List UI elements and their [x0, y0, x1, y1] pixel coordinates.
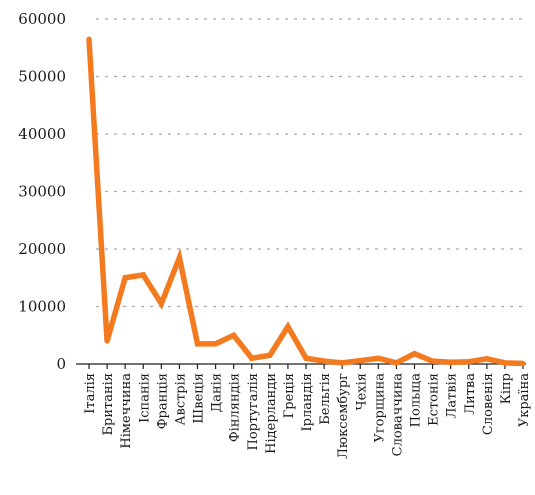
data-point: [375, 355, 381, 361]
series-layer: [86, 36, 526, 367]
data-point: [249, 355, 255, 361]
x-tick-label: Кіпр: [499, 373, 514, 404]
data-point: [484, 356, 490, 362]
x-tick-label: Італія: [83, 373, 98, 414]
data-point: [466, 359, 472, 365]
x-tick-label: Британія: [101, 373, 116, 436]
data-point: [502, 360, 508, 366]
data-point: [411, 351, 418, 357]
x-tick-label: Чехія: [354, 373, 369, 410]
data-point: [357, 357, 363, 364]
x-tick-label: Греція: [282, 373, 297, 418]
data-point: [303, 355, 309, 361]
y-tick-label: 0: [56, 355, 66, 373]
data-point: [140, 272, 146, 278]
data-point: [158, 301, 164, 307]
data-point: [86, 36, 92, 42]
x-tick-label: Франція: [155, 373, 170, 429]
data-point: [429, 358, 436, 364]
data-point: [231, 332, 237, 338]
x-tick-label: Литва: [463, 373, 478, 415]
x-tick-label: Угорщина: [372, 373, 387, 443]
x-tick-label: Німеччина: [119, 373, 134, 449]
x-tick-label: Естонія: [427, 373, 442, 426]
data-point: [104, 338, 110, 344]
x-tick-label: Словенія: [481, 373, 496, 435]
y-tick-labels: 0 10000 20000 30000 40000 50000 60000: [18, 10, 66, 373]
y-tick-label: 50000: [18, 68, 66, 86]
x-tick-label: Нідерланди: [264, 373, 279, 454]
x-tick-label: Данія: [210, 373, 225, 412]
x-tick-label: Австрія: [173, 373, 188, 425]
x-tick-label: Польща: [409, 373, 424, 428]
x-tick-label: Люксембург: [336, 373, 351, 459]
data-point: [448, 359, 454, 365]
x-tick-label: Україна: [517, 373, 532, 427]
x-tick-label: Швеція: [192, 373, 207, 424]
data-point: [520, 360, 526, 367]
x-tick-label: Бельгія: [318, 373, 333, 425]
data-point: [122, 275, 128, 281]
y-tick-label: 10000: [18, 298, 66, 316]
y-tick-label: 20000: [18, 240, 66, 258]
gridlines: [96, 18, 526, 308]
x-tick-labels: Італія Британія Німеччина Іспанія Франція Авс…: [83, 373, 532, 459]
series-line: [86, 38, 524, 367]
data-point: [176, 255, 183, 261]
data-point: [285, 324, 291, 330]
data-point: [321, 358, 327, 364]
y-tick-label: 60000: [18, 10, 66, 28]
data-point: [212, 341, 219, 347]
x-tick-label: Словаччина: [390, 373, 405, 457]
x-tick-label: Ірландія: [300, 373, 315, 432]
x-tick-label: Іспанія: [137, 373, 152, 423]
x-tick-label: Фінляндія: [228, 373, 243, 442]
data-point: [339, 360, 345, 366]
x-tick-label: Латвія: [445, 373, 460, 418]
y-tick-label: 40000: [18, 125, 66, 143]
y-tick-label: 30000: [18, 183, 66, 201]
data-point: [267, 352, 273, 358]
data-point: [194, 341, 201, 347]
x-tick-label: Португалія: [246, 373, 261, 451]
data-point: [393, 360, 400, 366]
